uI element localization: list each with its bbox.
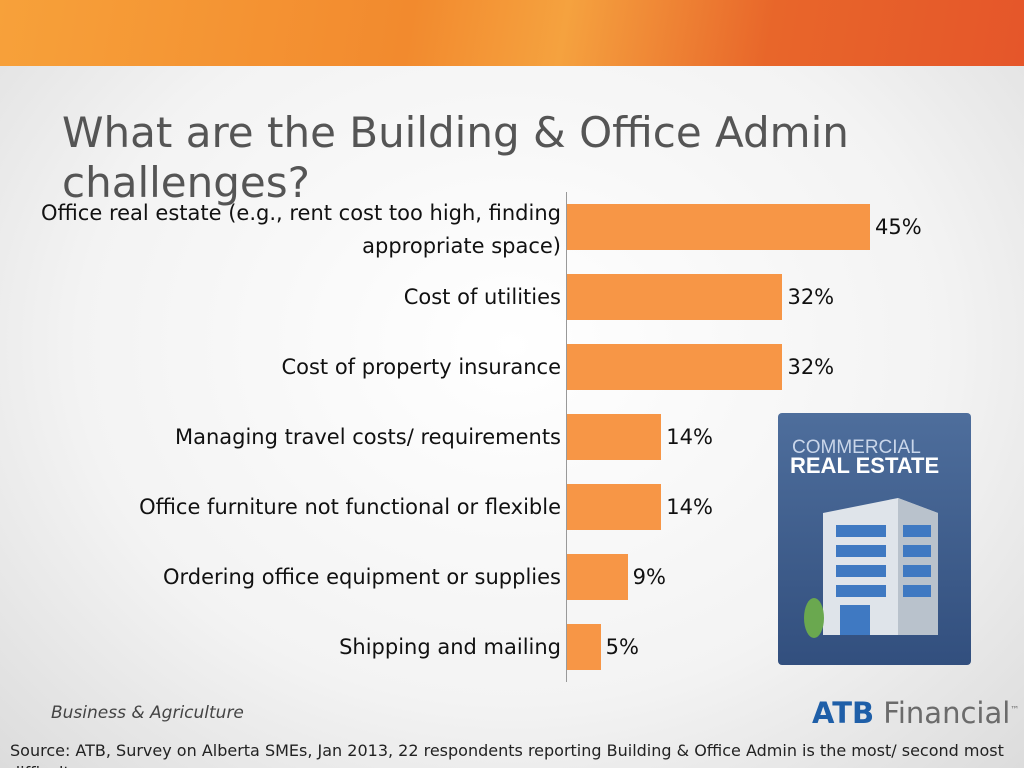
value-label: 32% xyxy=(787,355,835,379)
bar xyxy=(567,274,783,320)
category-label: Ordering office equipment or supplies xyxy=(162,564,561,589)
image-text: REAL ESTATE xyxy=(790,453,939,478)
category-label: Shipping and mailing xyxy=(339,634,561,659)
bar xyxy=(567,484,662,530)
banner xyxy=(0,0,1024,66)
category-label: Office real estate (e.g., rent cost too … xyxy=(40,201,561,258)
bar xyxy=(567,624,601,670)
source: Source: ATB, Survey on Alberta SMEs, Jan… xyxy=(10,741,1004,768)
bar xyxy=(567,554,628,600)
axis-line xyxy=(566,192,567,682)
logo-mark: ™ xyxy=(1010,705,1020,716)
logo-bold: ATB xyxy=(812,696,875,730)
tree xyxy=(804,598,824,638)
title: What are the Building & Office Admin cha… xyxy=(62,108,849,207)
image: COMMERCIAL REAL ESTATE xyxy=(778,413,971,665)
bar xyxy=(567,204,870,250)
category-label: Office furniture not functional or flexi… xyxy=(139,494,561,519)
value-label: 32% xyxy=(787,285,835,309)
image-text: COMMERCIAL xyxy=(792,437,921,458)
bar xyxy=(567,344,783,390)
category-label: Managing travel costs/ requirements xyxy=(174,424,561,449)
value-label: 5% xyxy=(605,635,639,659)
category-label: Cost of property insurance xyxy=(281,354,561,379)
value-label: 45% xyxy=(875,215,922,239)
value-label: 14% xyxy=(666,425,713,449)
footer: Business & Agriculture xyxy=(51,703,244,723)
logo: ATB Financial™ xyxy=(812,696,1019,730)
windows xyxy=(836,525,931,635)
logo-text: Financial xyxy=(883,696,1011,730)
value-label: 14% xyxy=(666,495,713,519)
category-label: Cost of utilities xyxy=(403,284,561,309)
value-label: 9% xyxy=(632,565,666,589)
bar xyxy=(567,414,662,460)
